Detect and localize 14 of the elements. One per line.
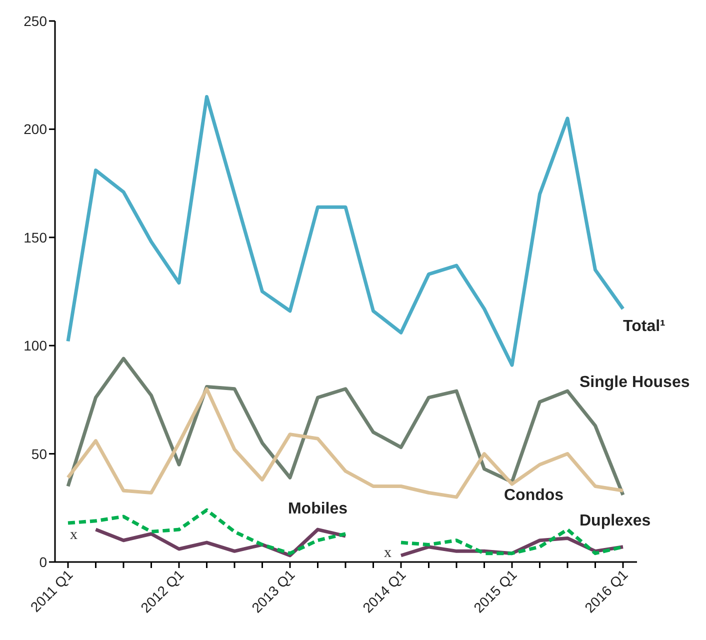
y-tick-label: 50 <box>31 446 48 462</box>
y-tick-label: 0 <box>39 554 48 570</box>
series-label: Total¹ <box>623 318 666 335</box>
annotation: x <box>384 545 392 561</box>
series-label: Condos <box>504 487 564 504</box>
line-series <box>66 94 625 367</box>
y-tick-label: 150 <box>24 229 48 246</box>
series-label: Single Houses <box>580 374 690 392</box>
annotation: x <box>70 527 78 543</box>
y-tick-label: 200 <box>24 121 48 138</box>
y-tick-label: 100 <box>24 338 48 354</box>
series-label: Duplexes <box>580 512 651 530</box>
y-tick-label: 250 <box>24 12 48 29</box>
series-label: Mobiles <box>288 500 348 518</box>
